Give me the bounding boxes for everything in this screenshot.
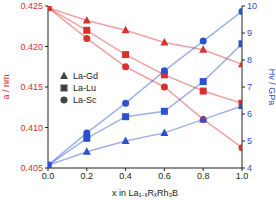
svg-text:4: 4 [247, 163, 252, 173]
svg-text:0.425: 0.425 [20, 1, 43, 11]
svg-text:0.410: 0.410 [20, 123, 43, 133]
svg-text:0.415: 0.415 [20, 82, 43, 92]
svg-text:10: 10 [247, 1, 257, 11]
html-text:La-Sc: La-Sc [73, 95, 97, 105]
svg-text:0.2: 0.2 [81, 171, 94, 181]
svg-text:8: 8 [247, 55, 252, 65]
svg-text:1.0: 1.0 [235, 171, 249, 182]
svg-text:a / nm: a / nm [1, 74, 11, 99]
svg-text:x in La₁₋ₓRₓRh₃B: x in La₁₋ₓRₓRh₃B [112, 188, 178, 198]
svg-text:6: 6 [247, 109, 252, 119]
svg-text:9: 9 [247, 28, 252, 38]
svg-text:5: 5 [247, 136, 252, 146]
svg-text:0.8: 0.8 [197, 171, 210, 181]
svg-text:0.420: 0.420 [20, 42, 43, 52]
html-text:La-Gd: La-Gd [73, 71, 98, 81]
svg-text:7: 7 [247, 82, 252, 92]
svg-text:0.4: 0.4 [119, 171, 132, 181]
html-text:La-Lu: La-Lu [73, 83, 96, 93]
svg-text:0.6: 0.6 [158, 171, 171, 181]
svg-text:0.0: 0.0 [42, 171, 55, 181]
svg-text:Hv / GPa: Hv / GPa [267, 69, 276, 106]
svg-text:0.405: 0.405 [20, 163, 43, 173]
